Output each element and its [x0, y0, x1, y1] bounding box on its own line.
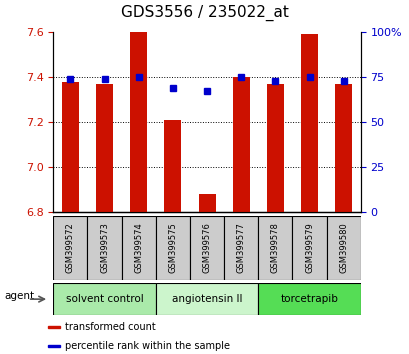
Bar	[300, 34, 317, 212]
Bar	[266, 84, 283, 212]
Bar	[87, 216, 121, 280]
Bar	[258, 216, 292, 280]
Text: agent: agent	[4, 291, 34, 301]
Text: transformed count: transformed count	[64, 321, 155, 332]
Text: solvent control: solvent control	[65, 294, 143, 304]
Bar	[96, 84, 113, 212]
Bar	[189, 216, 224, 280]
Text: GSM399578: GSM399578	[270, 222, 279, 273]
Bar	[292, 216, 326, 280]
Bar	[224, 216, 258, 280]
Bar	[130, 32, 147, 212]
Text: GSM399574: GSM399574	[134, 222, 143, 273]
Bar	[53, 283, 155, 315]
Bar	[62, 81, 79, 212]
Bar	[155, 216, 189, 280]
Text: GSM399575: GSM399575	[168, 222, 177, 273]
Bar	[53, 216, 87, 280]
Bar	[121, 216, 155, 280]
Bar	[232, 77, 249, 212]
Bar	[198, 194, 215, 212]
Text: percentile rank within the sample: percentile rank within the sample	[64, 341, 229, 351]
Text: GSM399577: GSM399577	[236, 222, 245, 273]
Text: torcetrapib: torcetrapib	[280, 294, 338, 304]
Bar	[164, 120, 181, 212]
Text: GSM399580: GSM399580	[338, 222, 347, 273]
Bar	[155, 283, 258, 315]
Bar	[326, 216, 360, 280]
Bar	[48, 326, 60, 327]
Text: GSM399573: GSM399573	[100, 222, 109, 273]
Text: GSM399579: GSM399579	[304, 222, 313, 273]
Text: GSM399576: GSM399576	[202, 222, 211, 273]
Text: GSM399572: GSM399572	[66, 222, 75, 273]
Text: GDS3556 / 235022_at: GDS3556 / 235022_at	[121, 5, 288, 21]
Text: angiotensin II: angiotensin II	[171, 294, 242, 304]
Bar	[48, 345, 60, 347]
Bar	[334, 84, 351, 212]
Bar	[258, 283, 360, 315]
